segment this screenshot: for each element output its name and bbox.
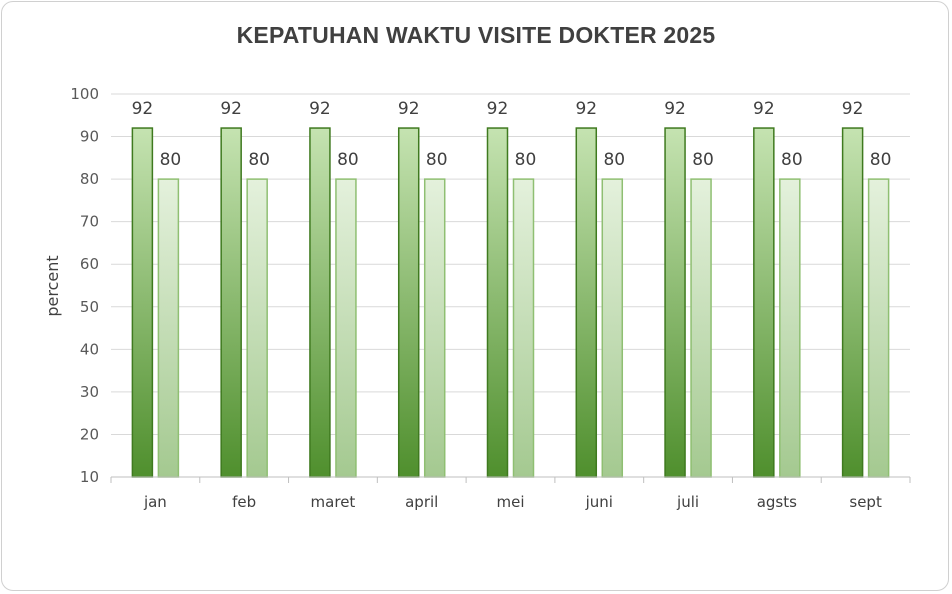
x-tick-label: maret [311,493,356,511]
data-label: 80 [248,150,270,170]
y-axis-label: percent [43,255,62,316]
bar-jan-s2 [157,178,180,478]
x-tick-label: juli [676,493,699,511]
y-tick-label: 90 [80,128,99,146]
x-tick-label: feb [232,493,256,511]
bar-juli-s1 [664,127,686,478]
bar-juni-s2 [601,178,624,478]
data-label: 80 [160,150,182,170]
bar-maret-s2 [335,178,357,478]
y-tick-label: 40 [80,340,99,358]
data-label: 92 [575,99,597,119]
chart-title: KEPATUHAN WAKTU VISITE DOKTER 2025 [236,22,716,48]
y-tick-label: 80 [80,170,99,188]
y-tick-label: 20 [80,425,99,443]
data-label: 92 [664,99,686,119]
y-tick-label: 60 [80,255,99,273]
bar-sept-s2 [867,178,890,478]
data-label: 80 [781,150,803,170]
y-tick-label: 70 [80,213,99,231]
bar-juli-s2 [690,178,712,478]
x-tick-label: juni [585,493,613,511]
data-label: 92 [842,99,864,119]
y-tick-label: 30 [80,383,99,401]
data-label: 92 [309,99,331,119]
bar-feb-s2 [246,178,268,478]
bar-sept-s1 [841,127,864,478]
data-label: 80 [870,150,892,170]
data-label: 80 [603,150,625,170]
y-tick-label: 50 [80,298,99,316]
bar-agsts-s2 [779,178,801,478]
x-tick-label: sept [849,493,882,511]
y-tick-label: 100 [70,85,99,103]
bar-feb-s1 [220,127,242,478]
x-tick-label: april [405,493,438,511]
bar-agsts-s1 [753,127,775,478]
y-tick-label: 10 [80,468,99,486]
data-label: 92 [220,99,242,119]
data-label: 92 [753,99,775,119]
data-label: 80 [515,150,537,170]
bar-juni-s1 [575,127,598,478]
bar-april-s1 [397,127,420,478]
bar-jan-s1 [131,127,154,478]
data-label: 92 [132,99,154,119]
x-tick-label: mei [496,493,524,511]
axes [110,476,911,483]
gridlines [111,93,910,435]
data-label: 80 [426,150,448,170]
bar-april-s2 [423,178,446,478]
bars [131,127,890,478]
bar-maret-s1 [309,127,331,478]
bar-mei-s2 [512,178,535,478]
x-tick-label: jan [143,493,167,511]
data-label: 92 [487,99,509,119]
data-label: 80 [337,150,359,170]
x-tick-label: agsts [757,493,797,511]
data-label: 92 [398,99,420,119]
bar-mei-s1 [486,127,509,478]
data-label: 80 [692,150,714,170]
labels: 10 20 30 40 50 60 70 80 90 100 92 80 jan 92 80 feb 92 80 m… [70,85,891,511]
